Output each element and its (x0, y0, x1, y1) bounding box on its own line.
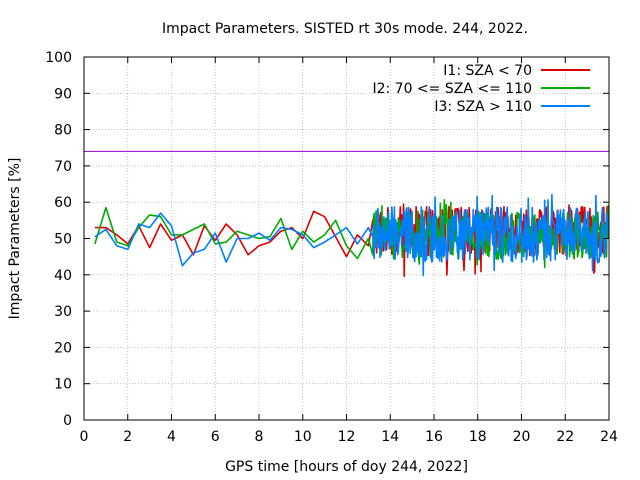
y-tick-label: 20 (54, 340, 72, 356)
y-tick-label: 60 (54, 195, 72, 211)
x-tick-label: 6 (211, 429, 220, 445)
y-tick-label: 70 (54, 159, 72, 175)
x-tick-label: 10 (294, 429, 312, 445)
series-layer (94, 193, 610, 278)
series-line-3 (94, 193, 610, 277)
y-tick-label: 50 (54, 232, 72, 248)
x-tick-label: 18 (469, 429, 487, 445)
x-tick-label: 24 (600, 429, 618, 445)
legend-label-1: I1: SZA < 70 (443, 63, 532, 79)
x-tick-label: 4 (167, 429, 176, 445)
chart-title: Impact Parameters. SISTED rt 30s mode. 2… (162, 21, 528, 37)
y-axis: 0 10 20 30 40 50 60 70 80 90 100 (45, 50, 609, 429)
legend-label-2: I2: 70 <= SZA <= 110 (372, 81, 532, 97)
x-tick-label: 2 (123, 429, 132, 445)
x-tick-label: 14 (381, 429, 399, 445)
y-tick-label: 40 (54, 268, 72, 284)
grid (84, 57, 609, 420)
y-tick-label: 0 (63, 413, 72, 429)
x-axis: 0 2 4 6 8 10 12 14 16 18 20 22 24 (80, 57, 618, 445)
legend-label-3: I3: SZA > 110 (434, 99, 532, 115)
x-axis-title: GPS time [hours of doy 244, 2022] (225, 459, 468, 475)
y-tick-label: 80 (54, 123, 72, 139)
x-tick-label: 12 (338, 429, 356, 445)
legend: I1: SZA < 70 I2: 70 <= SZA <= 110 I3: SZA … (372, 63, 590, 115)
x-tick-label: 8 (255, 429, 264, 445)
x-tick-label: 22 (556, 429, 574, 445)
y-axis-title: Impact Parameters [%] (7, 158, 23, 320)
x-tick-label: 20 (513, 429, 531, 445)
x-tick-label: 16 (425, 429, 443, 445)
y-tick-label: 100 (45, 50, 72, 66)
x-tick-label: 0 (80, 429, 89, 445)
y-tick-label: 30 (54, 304, 72, 320)
y-tick-label: 90 (54, 86, 72, 102)
y-tick-label: 10 (54, 377, 72, 393)
